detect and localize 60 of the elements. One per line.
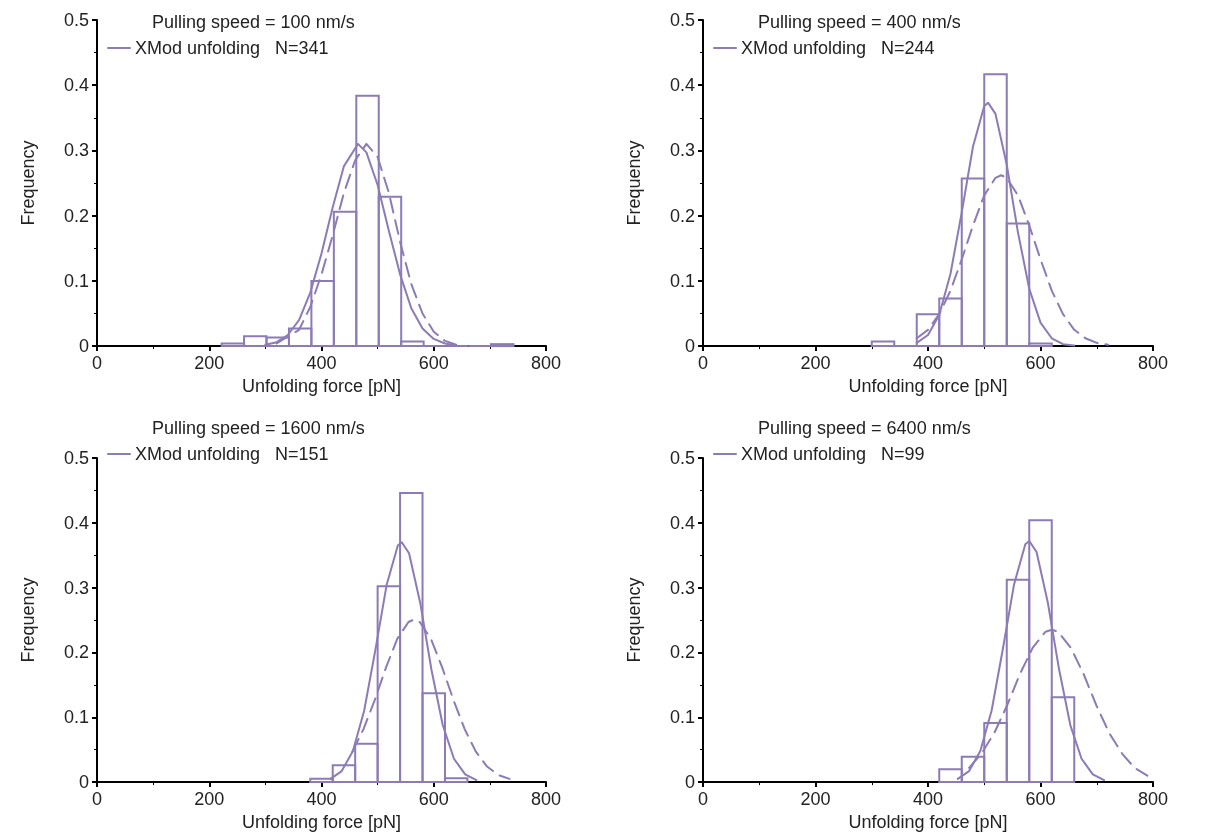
legend-label: XMod unfolding N=341 (135, 38, 329, 58)
chart-title: Pulling speed = 100 nm/s (152, 12, 355, 32)
y-tick-label: 0.2 (669, 205, 695, 226)
y-axis-title: Frequency (18, 140, 38, 226)
x-tick-label: 200 (800, 353, 831, 374)
x-tick-label: 400 (912, 353, 944, 374)
y-tick-label: 0.4 (669, 75, 695, 96)
x-tick-label: 800 (530, 353, 562, 374)
y-tick-label: 0.2 (63, 642, 89, 663)
x-tick-label: 400 (306, 789, 337, 810)
x-tick-label: 600 (1025, 789, 1056, 810)
x-tick-label: 800 (1137, 789, 1169, 810)
legend-label: XMod unfolding N=99 (741, 444, 925, 464)
y-tick-label: 0.5 (63, 448, 89, 468)
y-tick-label: 0.5 (63, 10, 89, 30)
y-tick-label: 0.1 (63, 270, 89, 291)
x-tick-label: 600 (418, 353, 449, 374)
y-axis-title: Frequency (624, 140, 644, 226)
y-tick-label: 0.1 (669, 270, 695, 291)
x-tick-label: 0 (697, 353, 709, 374)
y-tick-label: 0.2 (63, 205, 89, 226)
legend-label: XMod unfolding N=244 (741, 38, 935, 58)
y-tick-label: 0.3 (63, 140, 89, 161)
x-tick-label: 600 (418, 789, 449, 810)
x-axis-title: Unfolding force [pN] (848, 812, 1008, 832)
y-tick-label: 0.1 (669, 707, 695, 728)
y-tick-label: 0.5 (669, 10, 695, 30)
chart-title: Pulling speed = 6400 nm/s (758, 418, 971, 438)
y-tick-label: 0 (78, 336, 89, 357)
y-tick-label: 0.2 (669, 642, 695, 663)
y-tick-label: 0.3 (669, 140, 695, 161)
x-tick-label: 0 (91, 789, 103, 810)
x-axis-title: Unfolding force [pN] (241, 376, 402, 396)
x-tick-label: 400 (306, 353, 337, 374)
y-tick-label: 0.4 (669, 512, 695, 533)
y-axis-title: Frequency (624, 577, 644, 663)
chart-title: Pulling speed = 1600 nm/s (152, 418, 365, 438)
chart-title: Pulling speed = 400 nm/s (758, 12, 961, 32)
x-tick-label: 200 (800, 789, 831, 810)
y-tick-label: 0 (684, 336, 695, 357)
x-tick-label: 800 (1137, 353, 1169, 374)
y-tick-label: 0.4 (63, 75, 89, 96)
y-tick-label: 0.5 (669, 448, 695, 468)
legend-label: XMod unfolding N=151 (135, 444, 329, 464)
x-tick-label: 0 (697, 789, 709, 810)
x-tick-label: 0 (91, 353, 103, 374)
y-axis-title: Frequency (18, 577, 38, 663)
x-tick-label: 200 (194, 353, 225, 374)
y-tick-label: 0 (684, 772, 695, 793)
y-tick-label: 0.3 (669, 577, 695, 598)
x-axis-title: Unfolding force [pN] (848, 376, 1008, 396)
y-tick-label: 0.4 (63, 512, 89, 533)
x-tick-label: 800 (530, 789, 562, 810)
x-tick-label: 200 (194, 789, 225, 810)
x-axis-title: Unfolding force [pN] (241, 812, 402, 832)
y-tick-label: 0.1 (63, 707, 89, 728)
x-tick-label: 400 (912, 789, 944, 810)
y-tick-label: 0 (78, 772, 89, 793)
x-tick-label: 600 (1025, 353, 1056, 374)
y-tick-label: 0.3 (63, 577, 89, 598)
